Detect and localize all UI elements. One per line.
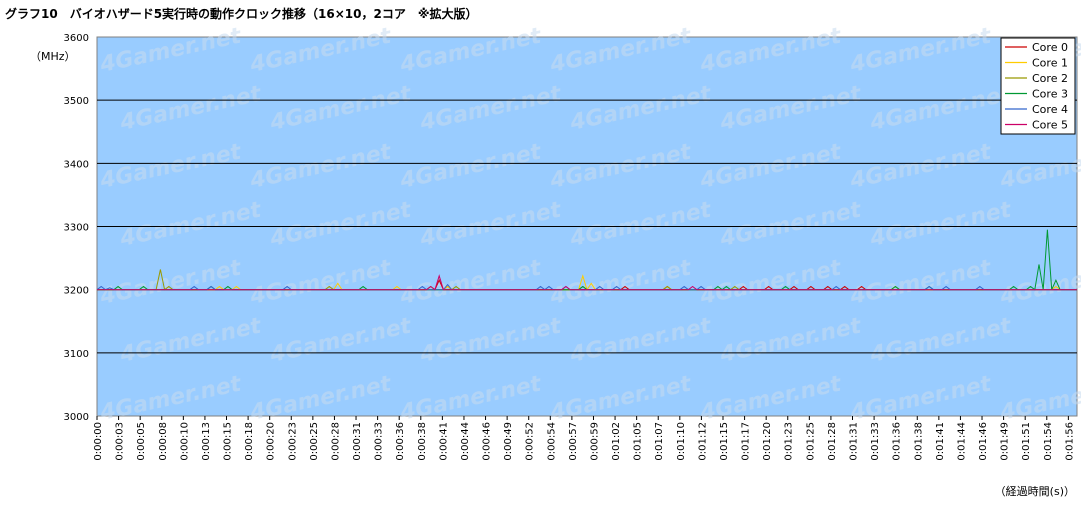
x-axis-label: （経過時間(s)） bbox=[995, 485, 1075, 498]
x-tick-label: 0:01:23 bbox=[784, 422, 795, 461]
x-tick-label: 0:00:41 bbox=[438, 422, 449, 461]
legend-label: Core 3 bbox=[1032, 88, 1068, 101]
x-tick-label: 0:00:13 bbox=[201, 422, 212, 461]
x-tick-label: 0:00:57 bbox=[568, 422, 579, 461]
y-tick-label: 3300 bbox=[64, 223, 89, 234]
legend-label: Core 5 bbox=[1032, 119, 1068, 132]
x-tick-label: 0:00:03 bbox=[115, 422, 126, 461]
x-tick-label: 0:01:56 bbox=[1064, 422, 1075, 461]
x-tick-label: 0:01:05 bbox=[633, 422, 644, 461]
y-tick-label: 3400 bbox=[64, 159, 89, 170]
legend-label: Core 2 bbox=[1032, 72, 1068, 85]
x-tick-label: 0:01:44 bbox=[956, 422, 967, 461]
x-tick-label: 0:00:54 bbox=[546, 422, 557, 461]
x-tick-label: 0:01:07 bbox=[654, 422, 665, 461]
x-tick-label: 0:01:46 bbox=[978, 422, 989, 461]
x-tick-label: 0:01:38 bbox=[913, 422, 924, 461]
legend-label: Core 0 bbox=[1032, 41, 1068, 54]
x-tick-label: 0:01:02 bbox=[611, 422, 622, 461]
x-tick-label: 0:00:59 bbox=[589, 422, 600, 461]
y-tick-label: 3000 bbox=[64, 412, 89, 423]
x-tick-label: 0:00:44 bbox=[460, 422, 471, 461]
x-tick-label: 0:01:28 bbox=[827, 422, 838, 461]
x-tick-label: 0:00:10 bbox=[179, 422, 190, 461]
x-tick-label: 0:00:15 bbox=[223, 422, 234, 461]
x-tick-label: 0:01:15 bbox=[719, 422, 730, 461]
x-tick-label: 0:00:00 bbox=[93, 422, 104, 461]
x-tick-label: 0:01:17 bbox=[741, 422, 752, 461]
x-tick-label: 0:01:54 bbox=[1043, 422, 1054, 461]
x-tick-label: 0:00:23 bbox=[287, 422, 298, 461]
y-tick-label: 3600 bbox=[64, 33, 89, 44]
legend-box bbox=[1000, 37, 1076, 135]
legend-label: Core 4 bbox=[1032, 103, 1068, 116]
x-tick-label: 0:00:25 bbox=[309, 422, 320, 461]
x-tick-label: 0:01:36 bbox=[892, 422, 903, 461]
y-axis-label: （MHz） bbox=[30, 50, 76, 63]
x-tick-label: 0:00:36 bbox=[395, 422, 406, 461]
x-tick-label: 0:00:33 bbox=[374, 422, 385, 461]
legend: Core 0 Core 1 Core 2 Core 3 Core 4 Core 5 bbox=[1000, 37, 1076, 135]
x-tick-label: 0:01:49 bbox=[1000, 422, 1011, 461]
x-tick-label: 0:00:52 bbox=[525, 422, 536, 461]
x-tick-label: 0:01:51 bbox=[1021, 422, 1032, 461]
x-tick-label: 0:00:20 bbox=[266, 422, 277, 461]
x-tick-label: 0:01:41 bbox=[935, 422, 946, 461]
x-tick-label: 0:01:12 bbox=[697, 422, 708, 461]
x-tick-label: 0:01:20 bbox=[762, 422, 773, 461]
y-tick-label: 3200 bbox=[64, 286, 89, 297]
x-tick-label: 0:00:38 bbox=[417, 422, 428, 461]
x-tick-label: 0:00:46 bbox=[482, 422, 493, 461]
plot-area: 4Gamer.net 4Gamer.net 4Gamer.net 4Gamer.net… bbox=[64, 23, 1081, 460]
x-tick-label: 0:00:28 bbox=[330, 422, 341, 461]
x-tick-label: 0:01:31 bbox=[849, 422, 860, 461]
x-tick-label: 0:00:18 bbox=[244, 422, 255, 461]
legend-label: Core 1 bbox=[1032, 57, 1068, 70]
x-tick-label: 0:00:05 bbox=[136, 422, 147, 461]
x-tick-label: 0:01:25 bbox=[805, 422, 816, 461]
y-tick-label: 3500 bbox=[64, 96, 89, 107]
x-tick-label: 0:00:49 bbox=[503, 422, 514, 461]
x-tick-label: 0:01:33 bbox=[870, 422, 881, 461]
x-tick-label: 0:00:31 bbox=[352, 422, 363, 461]
series-line-core-5 bbox=[97, 274, 1077, 291]
chart-title: グラフ10 バイオハザード5実行時の動作クロック推移（16×10，2コア ※拡大… bbox=[5, 6, 478, 21]
x-tick-label: 0:00:08 bbox=[158, 422, 169, 461]
x-tick-label: 0:01:10 bbox=[676, 422, 687, 461]
y-tick-label: 3100 bbox=[64, 349, 89, 360]
